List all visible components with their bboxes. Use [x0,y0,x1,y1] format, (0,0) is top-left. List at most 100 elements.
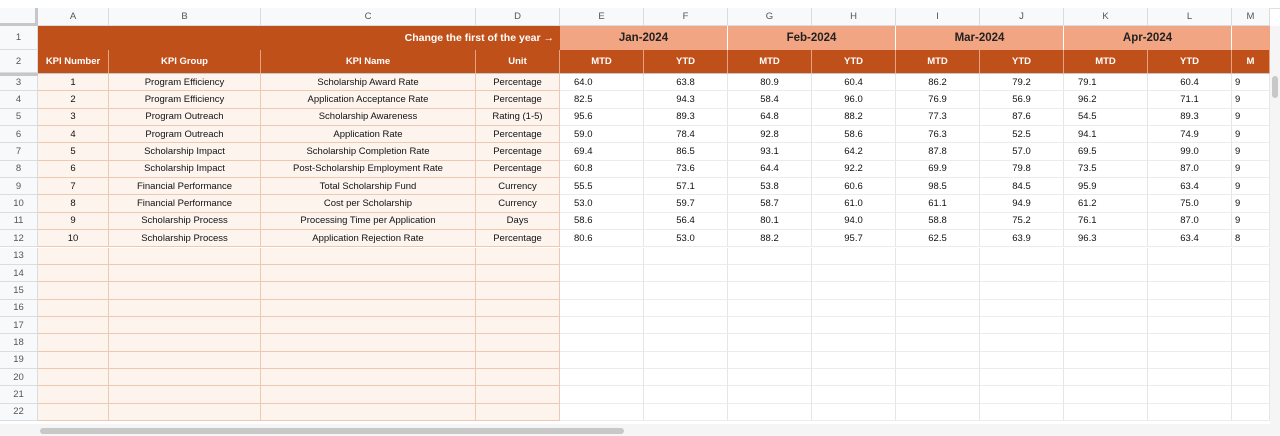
cell[interactable]: 57.0 [980,143,1064,161]
cell[interactable] [644,264,728,283]
column-header[interactable]: M [1232,8,1270,26]
cell[interactable]: 6 [38,160,109,179]
cell[interactable] [109,334,261,352]
cell[interactable]: 96.3 [1064,230,1148,248]
cell[interactable] [728,316,812,335]
cell[interactable]: 86.5 [644,143,728,161]
cell[interactable]: Scholarship Award Rate [261,74,476,92]
cell[interactable]: 94.0 [812,212,896,231]
row-header[interactable]: 10 [0,195,38,213]
cell[interactable] [38,386,109,404]
column-header[interactable]: G [728,8,812,26]
row-header[interactable]: 4 [0,91,38,109]
cell[interactable] [896,299,980,317]
cell[interactable] [476,403,560,421]
cell[interactable]: 53.0 [644,230,728,248]
cell[interactable] [1232,386,1270,404]
h-scrollbar[interactable] [0,424,1280,436]
cell[interactable] [1232,316,1270,335]
cell[interactable]: 7 [38,178,109,196]
cell[interactable] [476,282,560,300]
cell[interactable] [644,247,728,265]
cell[interactable]: Scholarship Process [109,230,261,248]
cell[interactable] [896,247,980,265]
cell[interactable]: 9 [38,212,109,231]
column-header[interactable]: K [1064,8,1148,26]
cell[interactable]: 58.7 [728,195,812,213]
cell[interactable] [1148,351,1232,369]
cell[interactable] [1064,299,1148,317]
cell[interactable]: Processing Time per Application [261,212,476,231]
cell[interactable]: 9 [1232,160,1270,179]
cell[interactable] [109,403,261,421]
cell[interactable] [980,316,1064,335]
cell[interactable]: 69.9 [896,160,980,179]
row-header[interactable]: 5 [0,108,38,127]
cell[interactable]: 59.7 [644,195,728,213]
cell[interactable]: 1 [38,74,109,92]
cell[interactable] [109,386,261,404]
cell[interactable]: 89.3 [1148,108,1232,127]
cell[interactable] [644,403,728,421]
cell[interactable] [1232,368,1270,387]
cell[interactable] [644,334,728,352]
row-header[interactable]: 1 [0,26,38,50]
cell[interactable]: Total Scholarship Fund [261,178,476,196]
cell[interactable]: Percentage [476,74,560,92]
cell[interactable] [644,386,728,404]
cell[interactable]: 58.8 [896,212,980,231]
v-scrollbar[interactable] [1270,26,1280,424]
cell[interactable]: 94.3 [644,91,728,109]
cell[interactable] [560,316,644,335]
cell[interactable]: Scholarship Process [109,212,261,231]
cell[interactable] [896,403,980,421]
cell[interactable]: 98.5 [896,178,980,196]
cell[interactable] [261,316,476,335]
cell[interactable] [261,403,476,421]
cell[interactable] [1148,282,1232,300]
cell[interactable] [728,368,812,387]
cell[interactable]: 56.4 [644,212,728,231]
row-header[interactable]: 2 [0,50,38,73]
cell[interactable] [1064,386,1148,404]
cell[interactable]: 9 [1232,212,1270,231]
cell[interactable] [812,282,896,300]
cell[interactable]: 53.8 [728,178,812,196]
cell[interactable]: 87.0 [1148,212,1232,231]
cell[interactable] [261,299,476,317]
cell[interactable] [896,282,980,300]
row-header[interactable]: 15 [0,282,38,300]
cell[interactable] [261,368,476,387]
row-header[interactable]: 8 [0,160,38,179]
cell[interactable]: 86.2 [896,74,980,92]
cell[interactable]: 88.2 [812,108,896,127]
cell[interactable]: 55.5 [560,178,644,196]
row-header[interactable]: 11 [0,212,38,231]
cell[interactable] [1148,247,1232,265]
cell[interactable] [1148,386,1232,404]
cell[interactable]: 8 [38,195,109,213]
cell[interactable] [476,351,560,369]
cell[interactable]: 69.4 [560,143,644,161]
cell[interactable]: 88.2 [728,230,812,248]
cell[interactable] [980,247,1064,265]
cell[interactable]: Currency [476,178,560,196]
column-header[interactable]: H [812,8,896,26]
cell[interactable]: 63.4 [1148,178,1232,196]
cell[interactable] [1064,403,1148,421]
cell[interactable] [980,351,1064,369]
cell[interactable]: 60.4 [812,74,896,92]
cell[interactable] [476,299,560,317]
cell[interactable] [1232,403,1270,421]
cell[interactable]: 92.2 [812,160,896,179]
cell[interactable]: 56.9 [980,91,1064,109]
column-header[interactable]: C [261,8,476,26]
cell[interactable]: 58.4 [728,91,812,109]
cell[interactable] [109,247,261,265]
cell[interactable]: 96.0 [812,91,896,109]
cell[interactable]: Application Acceptance Rate [261,91,476,109]
cell[interactable]: 64.0 [560,74,644,92]
row-header[interactable]: 3 [0,74,38,92]
cell[interactable]: 4 [38,126,109,144]
cell[interactable]: 79.8 [980,160,1064,179]
